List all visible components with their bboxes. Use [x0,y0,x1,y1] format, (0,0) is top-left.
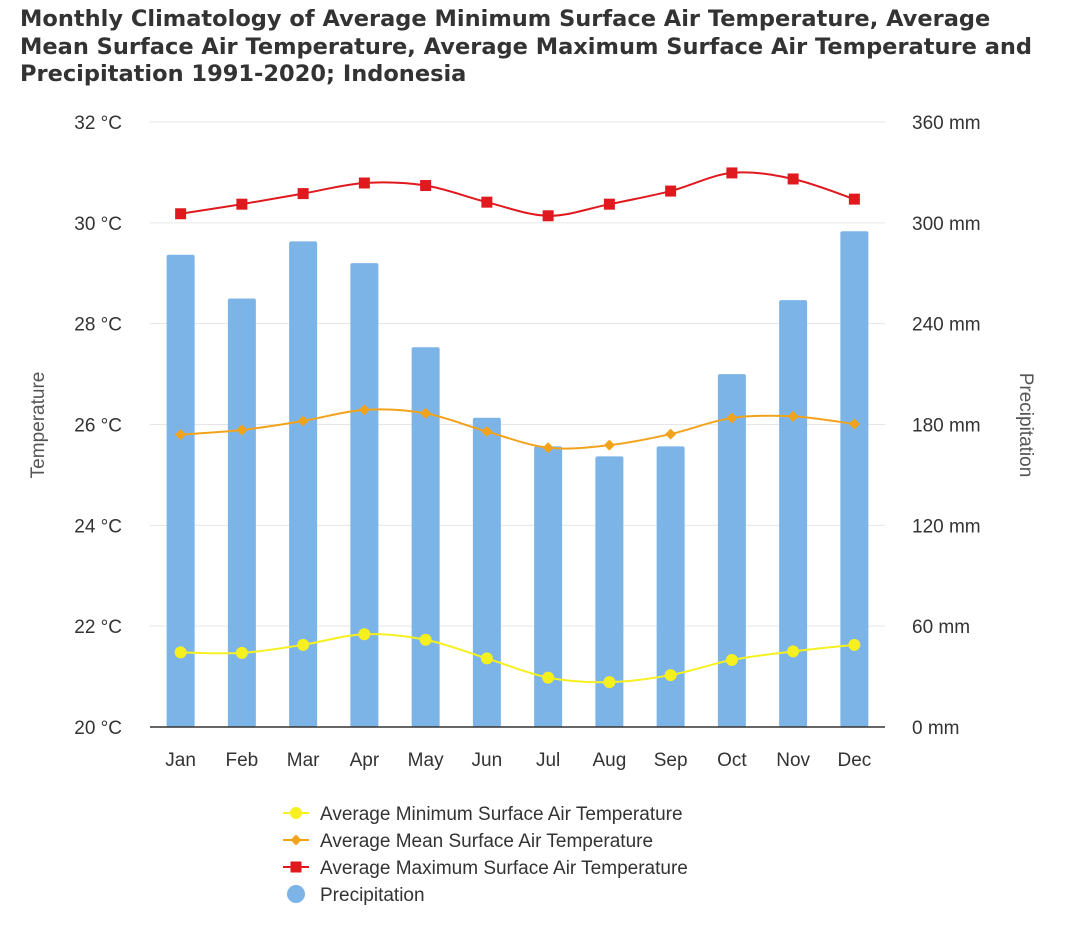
min-temp-point [235,646,248,659]
mean-temp-point [175,429,187,441]
x-tick-label: Jan [165,750,196,771]
max-temp-point [787,173,799,185]
max-temp-point [481,196,493,208]
min-temp-point [358,628,371,641]
y-left-tick-label: 26 °C [74,416,122,437]
x-tick-label: Mar [287,750,320,771]
x-tick-label: May [408,750,444,771]
x-tick-label: Jun [472,750,503,771]
y-right-tick-label: 0 mm [912,718,960,739]
precipitation-bar [779,300,808,727]
x-tick-label: Nov [776,750,810,771]
y-right-tick-label: 120 mm [912,516,981,537]
min-temp-point [725,653,738,666]
mean-temp-point [420,407,432,419]
x-tick-label: Feb [226,750,259,771]
min-temp-point [419,633,432,646]
max-temp-point [542,210,554,222]
precipitation-bar [717,374,746,727]
precipitation-bar [595,456,624,727]
min-temp-point [480,652,493,665]
y-right-tick-label: 240 mm [912,315,981,336]
precipitation-bar [411,347,440,727]
title-line-3: Precipitation 1991-2020; Indonesia [20,61,467,87]
legend-mean-temp-label: Average Mean Surface Air Temperature [320,831,653,852]
title-line-2: Mean Surface Air Temperature, Average Ma… [20,33,1032,60]
y-left-tick-label: 30 °C [74,214,122,235]
mean-temp-point [236,424,248,436]
x-tick-label: Apr [350,750,380,771]
chart-title: Monthly Climatology of Average Minimum S… [20,6,1065,89]
min-temp-point [603,676,616,689]
precipitation-bar [227,298,256,727]
x-tick-label: Sep [654,750,688,771]
y-right-tick-label: 360 mm [912,113,981,134]
legend-max-temp-label: Average Maximum Surface Air Temperature [320,858,688,879]
y-left-tick-label: 32 °C [74,113,122,134]
max-temp-point [175,208,187,220]
precipitation-bar [166,254,195,727]
max-temp-point [848,193,860,205]
legend-precipitation-symbol [287,885,305,903]
legend-max-temp-symbol [290,861,302,873]
y-right-tick-label: 60 mm [912,617,970,638]
precipitation-bar [350,263,379,727]
legend-precipitation-label: Precipitation [320,885,425,906]
x-tick-label: Aug [592,750,626,771]
mean-temp-point [481,426,493,438]
legend-min-temp-label: Average Minimum Surface Air Temperature [320,804,683,825]
y-left-tick-label: 24 °C [74,516,122,537]
y-right-axis-title: Precipitation [1015,373,1036,478]
min-temp-point [787,645,800,658]
y-left-tick-label: 28 °C [74,315,122,336]
max-temp-line [180,171,855,217]
precipitation-bar [534,446,563,727]
min-temp-point [664,669,677,682]
x-tick-label: Dec [837,750,871,771]
max-temp-point [358,177,370,189]
mean-temp-point [726,412,738,424]
y-left-tick-label: 22 °C [74,617,122,638]
y-right-tick-label: 300 mm [912,214,981,235]
mean-temp-line [180,408,855,450]
mean-temp-point [665,428,677,440]
max-temp-point [420,180,432,192]
mean-temp-point [603,439,615,451]
min-temp-line [180,633,855,684]
x-tick-label: Oct [717,750,747,771]
mean-temp-point [297,415,309,427]
title-line-1: Monthly Climatology of Average Minimum S… [20,6,991,32]
precipitation-bar [472,417,501,727]
max-temp-point [665,185,677,197]
mean-temp-point [848,418,860,430]
precipitation-bar [656,446,685,727]
mean-temp-point [542,442,554,454]
precipitation-bar [289,241,318,727]
max-temp-point [297,188,309,200]
max-temp-point [236,198,248,210]
max-temp-point [603,198,615,210]
y-left-axis-title: Temperature [28,372,49,479]
y-right-tick-label: 180 mm [912,416,981,437]
mean-temp-point [358,404,370,416]
max-temp-point [726,167,738,179]
legend-min-temp-symbol [290,807,302,819]
y-left-tick-label: 20 °C [74,718,122,739]
precipitation-bar [840,231,869,727]
min-temp-point [848,638,861,651]
min-temp-point [542,671,555,684]
min-temp-point [174,646,187,659]
min-temp-point [297,638,310,651]
mean-temp-point [787,410,799,422]
x-tick-label: Jul [536,750,560,771]
legend-mean-temp-symbol [290,834,302,846]
